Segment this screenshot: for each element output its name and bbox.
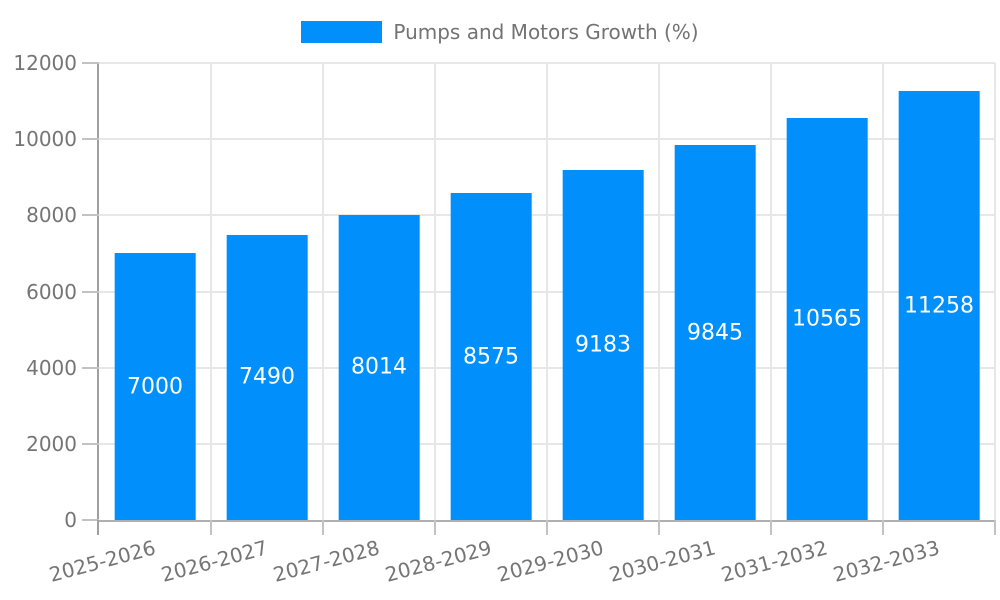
bar[interactable]: 8575 [450,193,532,520]
x-axis-tick [322,520,324,535]
x-axis-label: 2028-2029 [382,535,495,587]
y-axis-label: 8000 [26,203,77,228]
bar[interactable]: 9183 [562,170,644,520]
x-axis-label: 2025-2026 [46,535,159,587]
bar[interactable]: 9845 [674,145,756,520]
bar-value-label: 9845 [687,320,743,346]
x-axis-tick [210,520,212,535]
x-axis-label: 2032-2033 [830,535,943,587]
vertical-gridline [546,63,548,520]
bar[interactable]: 7490 [226,234,308,520]
x-axis-tick [434,520,436,535]
x-axis-tick [658,520,660,535]
vertical-gridline [210,63,212,520]
x-axis-label: 2031-2032 [718,535,831,587]
x-axis-tick [882,520,884,535]
x-axis-tick [770,520,772,535]
y-axis-label: 4000 [26,355,77,380]
y-axis-tick [82,442,99,445]
vertical-gridline [770,63,772,520]
vertical-gridline [994,63,996,520]
y-axis-tick [82,138,99,141]
x-axis-label: 2026-2027 [158,535,271,587]
vertical-gridline [658,63,660,520]
bar[interactable]: 11258 [898,91,980,520]
bar-value-label: 11258 [904,293,974,319]
x-axis-label: 2029-2030 [494,535,607,587]
x-axis-tick [546,520,548,535]
legend[interactable]: Pumps and Motors Growth (%) [0,20,1000,44]
y-axis-tick [82,214,99,217]
y-axis-tick [82,62,99,64]
bar-value-label: 10565 [792,306,862,332]
bar-value-label: 9183 [575,332,631,358]
y-axis-label: 12000 [13,51,77,75]
bar-value-label: 7490 [239,364,295,390]
vertical-gridline [434,63,436,520]
y-axis-label: 0 [64,508,77,532]
vertical-gridline [322,63,324,520]
plot-area: 0 2000 4000 6000 8000 10000 12000 7000 2025-2026… [13,53,996,587]
bar-value-label: 7000 [127,374,183,400]
bar[interactable]: 10565 [786,117,868,520]
legend-swatch-icon [301,21,383,43]
x-axis-label: 2027-2028 [270,535,383,587]
legend-label: Pumps and Motors Growth (%) [393,20,699,44]
x-axis-label: 2030-2031 [606,535,719,587]
y-axis-extension [97,520,99,535]
vertical-gridline [882,63,884,520]
bar[interactable]: 8014 [338,214,420,520]
x-axis-tick [994,520,996,535]
y-axis-tick [82,290,99,293]
y-axis-label: 10000 [13,127,77,152]
y-axis-label: 6000 [26,279,77,304]
y-axis-label: 2000 [26,431,77,456]
bar-value-label: 8575 [463,344,519,370]
y-axis-tick [82,366,99,369]
y-axis-tick [82,519,99,521]
bar[interactable]: 7000 [114,253,196,520]
bar-value-label: 8014 [351,354,407,380]
